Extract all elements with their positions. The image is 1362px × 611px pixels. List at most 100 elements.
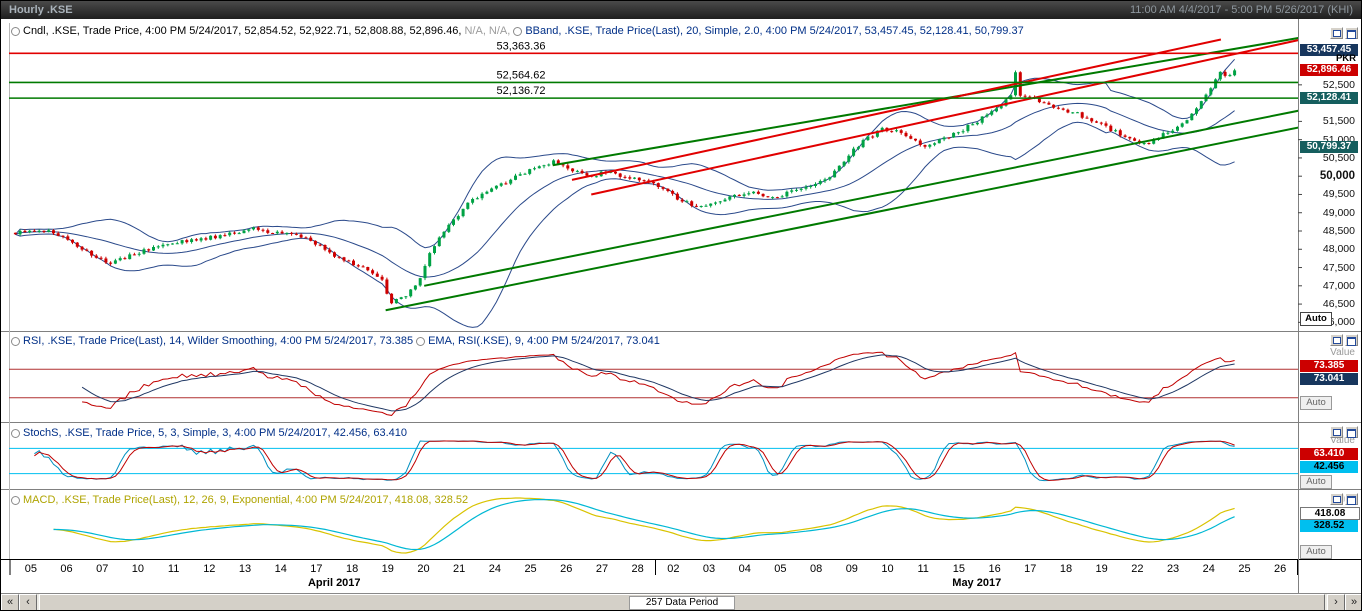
- scroll-right-button[interactable]: ›: [1327, 594, 1345, 610]
- scroll-left-button[interactable]: ‹: [19, 594, 37, 610]
- value-axis-label: Value: [1330, 347, 1355, 358]
- maximize-window-icon: [1347, 30, 1356, 39]
- y-axis-tick-label: 50,500: [1322, 151, 1355, 164]
- y-axis-tick-label: 48,500: [1322, 225, 1355, 237]
- stoch-legend[interactable]: StochS, .KSE, Trade Price, 5, 3, Simple,…: [23, 427, 408, 439]
- svg-text:52,136.72: 52,136.72: [497, 85, 546, 97]
- chart-time-range: 11:00 AM 4/4/2017 - 5:00 PM 5/26/2017 (K…: [1130, 4, 1353, 16]
- double-left-arrow-icon: «: [6, 596, 14, 608]
- x-axis-date-label: 15: [952, 563, 966, 575]
- panel-maximize-button[interactable]: [1345, 426, 1358, 438]
- stoch-d-value-box: 63.410: [1300, 448, 1358, 460]
- x-axis-date-label: 07: [96, 563, 109, 575]
- x-axis-date-label: 17: [1024, 563, 1037, 575]
- x-axis-date-label: 19: [381, 563, 394, 575]
- x-axis-date-label: 03: [702, 563, 716, 575]
- restore-window-icon: [1332, 337, 1341, 344]
- maximize-window-icon: [1347, 429, 1356, 438]
- restore-window-icon: [1332, 496, 1341, 503]
- x-axis-date-label: 18: [345, 563, 359, 575]
- y-axis-tick-label: 47,500: [1322, 261, 1355, 274]
- panel-maximize-button[interactable]: [1345, 493, 1358, 505]
- main-panel-legend: Cndl, .KSE, Trade Price, 4:00 PM 5/24/20…: [11, 25, 1024, 37]
- indicator-settings-icon[interactable]: [416, 336, 426, 346]
- svg-text:52,564.62: 52,564.62: [497, 69, 546, 81]
- rsi-value-box: 73.385: [1300, 360, 1358, 372]
- auto-scale-button[interactable]: Auto: [1300, 545, 1332, 559]
- value-axis-label: Value: [1330, 435, 1355, 446]
- x-axis-month-label: April 2017: [307, 577, 361, 589]
- macd-value-box: 418.08: [1300, 507, 1360, 520]
- panel-restore-button[interactable]: [1330, 334, 1343, 346]
- x-axis-date-label: 06: [60, 563, 73, 575]
- y-axis-tick-label: 49,000: [1322, 206, 1355, 219]
- x-axis-date-label: 08: [810, 563, 823, 575]
- x-axis-date-label: 25: [524, 563, 537, 575]
- x-axis-date-label: 27: [595, 563, 609, 575]
- auto-scale-button[interactable]: Auto: [1300, 475, 1332, 489]
- x-axis-date-label: 24: [1202, 563, 1215, 575]
- horizontal-scrollbar[interactable]: « ‹ 257 Data Period › »: [1, 593, 1361, 610]
- x-axis-date-label: 05: [774, 563, 787, 575]
- scrollbar-thumb[interactable]: 257 Data Period: [39, 594, 1325, 610]
- auto-scale-button[interactable]: Auto: [1300, 396, 1332, 410]
- x-axis-date-label: 20: [417, 563, 430, 575]
- rsi-ema-value-box: 73.041: [1300, 373, 1358, 385]
- price-axis-box: 52,128.41: [1300, 92, 1358, 104]
- double-right-arrow-icon: »: [1350, 596, 1358, 608]
- scroll-far-right-button[interactable]: »: [1345, 594, 1361, 610]
- y-axis-tick-label: 46,500: [1322, 298, 1355, 311]
- x-axis-date-label: 26: [1274, 563, 1287, 575]
- indicator-settings-icon[interactable]: [11, 336, 20, 346]
- x-axis-date-label: 24: [488, 563, 501, 575]
- panel-restore-button[interactable]: [1330, 27, 1343, 39]
- indicator-settings-icon[interactable]: [11, 428, 20, 438]
- x-axis-date-label: 05: [24, 563, 37, 575]
- y-axis-tick-label: 48,000: [1322, 243, 1355, 256]
- bband-legend[interactable]: BBand, .KSE, Trade Price(Last), 20, Simp…: [525, 25, 1024, 37]
- scroll-far-left-button[interactable]: «: [1, 594, 19, 610]
- x-axis-date-label: 18: [1059, 563, 1073, 575]
- restore-window-icon: [1332, 30, 1341, 37]
- svg-text:53,363.36: 53,363.36: [497, 40, 546, 52]
- x-axis-date-label: 13: [238, 563, 252, 575]
- x-axis-date-label: 10: [881, 563, 894, 575]
- panel-restore-button[interactable]: [1330, 493, 1343, 505]
- indicator-settings-icon[interactable]: [11, 26, 20, 36]
- ema-legend[interactable]: EMA, RSI(.KSE), 9, 4:00 PM 5/24/2017, 73…: [428, 335, 660, 347]
- panel-restore-button[interactable]: [1330, 426, 1343, 438]
- panel-maximize-button[interactable]: [1345, 27, 1358, 39]
- scrollbar-track[interactable]: 257 Data Period: [37, 594, 1327, 610]
- maximize-window-icon: [1347, 337, 1356, 346]
- macd-legend[interactable]: MACD, .KSE, Trade Price(Last), 12, 26, 9…: [23, 494, 469, 506]
- cndl-legend[interactable]: Cndl, .KSE, Trade Price, 4:00 PM 5/24/20…: [23, 25, 462, 37]
- x-axis-date-label: 26: [560, 563, 573, 575]
- y-axis-tick-label: 52,500: [1322, 78, 1355, 91]
- data-period-label: 257 Data Period: [628, 596, 736, 610]
- x-axis-date-label: 14: [274, 563, 287, 575]
- y-axis-tick-label: 47,000: [1322, 279, 1355, 292]
- stoch-k-value-box: 42.456: [1300, 461, 1358, 473]
- rsi-legend[interactable]: RSI, .KSE, Trade Price(Last), 14, Wilder…: [23, 335, 414, 347]
- price-axis-box: 52,896.46: [1300, 64, 1358, 76]
- auto-scale-button[interactable]: Auto: [1300, 312, 1332, 326]
- indicator-settings-icon[interactable]: [11, 495, 20, 505]
- currency-label: PKR: [1335, 53, 1356, 64]
- x-axis-date-label: 04: [738, 563, 751, 575]
- indicator-settings-icon[interactable]: [513, 26, 523, 36]
- restore-window-icon: [1332, 429, 1341, 436]
- x-axis-date-label: 11: [917, 563, 929, 575]
- x-axis-date-label: 28: [631, 563, 644, 575]
- stoch-panel-legend: StochS, .KSE, Trade Price, 5, 3, Simple,…: [11, 427, 407, 439]
- y-axis-tick-label: 49,500: [1322, 188, 1355, 201]
- x-axis-date-label: 10: [131, 563, 145, 575]
- x-axis-date-label: 09: [845, 563, 858, 575]
- x-axis-date-label: 17: [310, 563, 323, 575]
- right-arrow-icon: ›: [1334, 596, 1338, 608]
- x-axis-date-label: 19: [1095, 563, 1108, 575]
- title-bar[interactable]: Hourly .KSE 11:00 AM 4/4/2017 - 5:00 PM …: [1, 1, 1361, 19]
- panel-maximize-button[interactable]: [1345, 334, 1358, 346]
